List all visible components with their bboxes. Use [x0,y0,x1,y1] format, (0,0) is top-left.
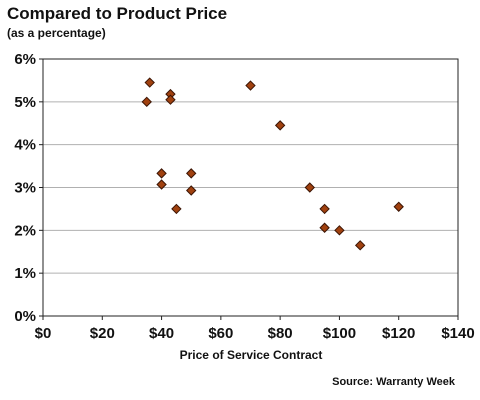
y-tick-label: 2% [14,222,36,239]
data-point [319,203,330,215]
x-tick-label: $120 [382,325,415,342]
y-tick-label: 1% [14,265,36,282]
data-points [141,77,404,251]
data-point [141,96,152,108]
x-tick-label: $40 [149,325,174,342]
data-point [274,120,286,131]
axes [39,58,459,320]
y-tick-label: 5% [14,94,36,111]
grid-lines [43,58,458,274]
data-point [334,225,345,236]
x-tick-labels: $0 $20 $40 $60 $80 $100 $120 $140 [35,325,475,342]
data-point [144,77,155,88]
chart-title: Compared to Product Price [7,4,228,23]
plot-frame [42,58,459,317]
x-tick-label: $80 [268,325,293,342]
data-point [186,168,197,179]
source-note: Source: Warranty Week [332,376,455,388]
x-tick-label: $20 [90,325,115,342]
data-point [156,168,167,179]
y-tick-label: 4% [14,137,36,154]
y-tick-labels: 0% 1% 2% 3% 4% 5% 6% [14,51,36,325]
x-tick-label: $0 [35,325,52,342]
x-tick-label: $60 [208,325,233,342]
data-point [304,182,315,193]
data-point [156,179,167,190]
data-point [165,94,176,105]
y-tick-label: 0% [14,308,36,325]
data-point [171,203,182,215]
data-point [186,185,197,196]
x-tick-label: $100 [323,325,356,342]
x-axis-title: Price of Service Contract [180,348,323,362]
chart-subtitle: (as a percentage) [7,26,106,40]
y-tick-label: 3% [14,180,36,197]
data-point [393,201,404,212]
y-tick-label: 6% [14,51,36,68]
x-tick-label: $140 [441,325,474,342]
data-point [319,222,330,233]
data-point [245,80,256,91]
data-point [354,240,366,251]
